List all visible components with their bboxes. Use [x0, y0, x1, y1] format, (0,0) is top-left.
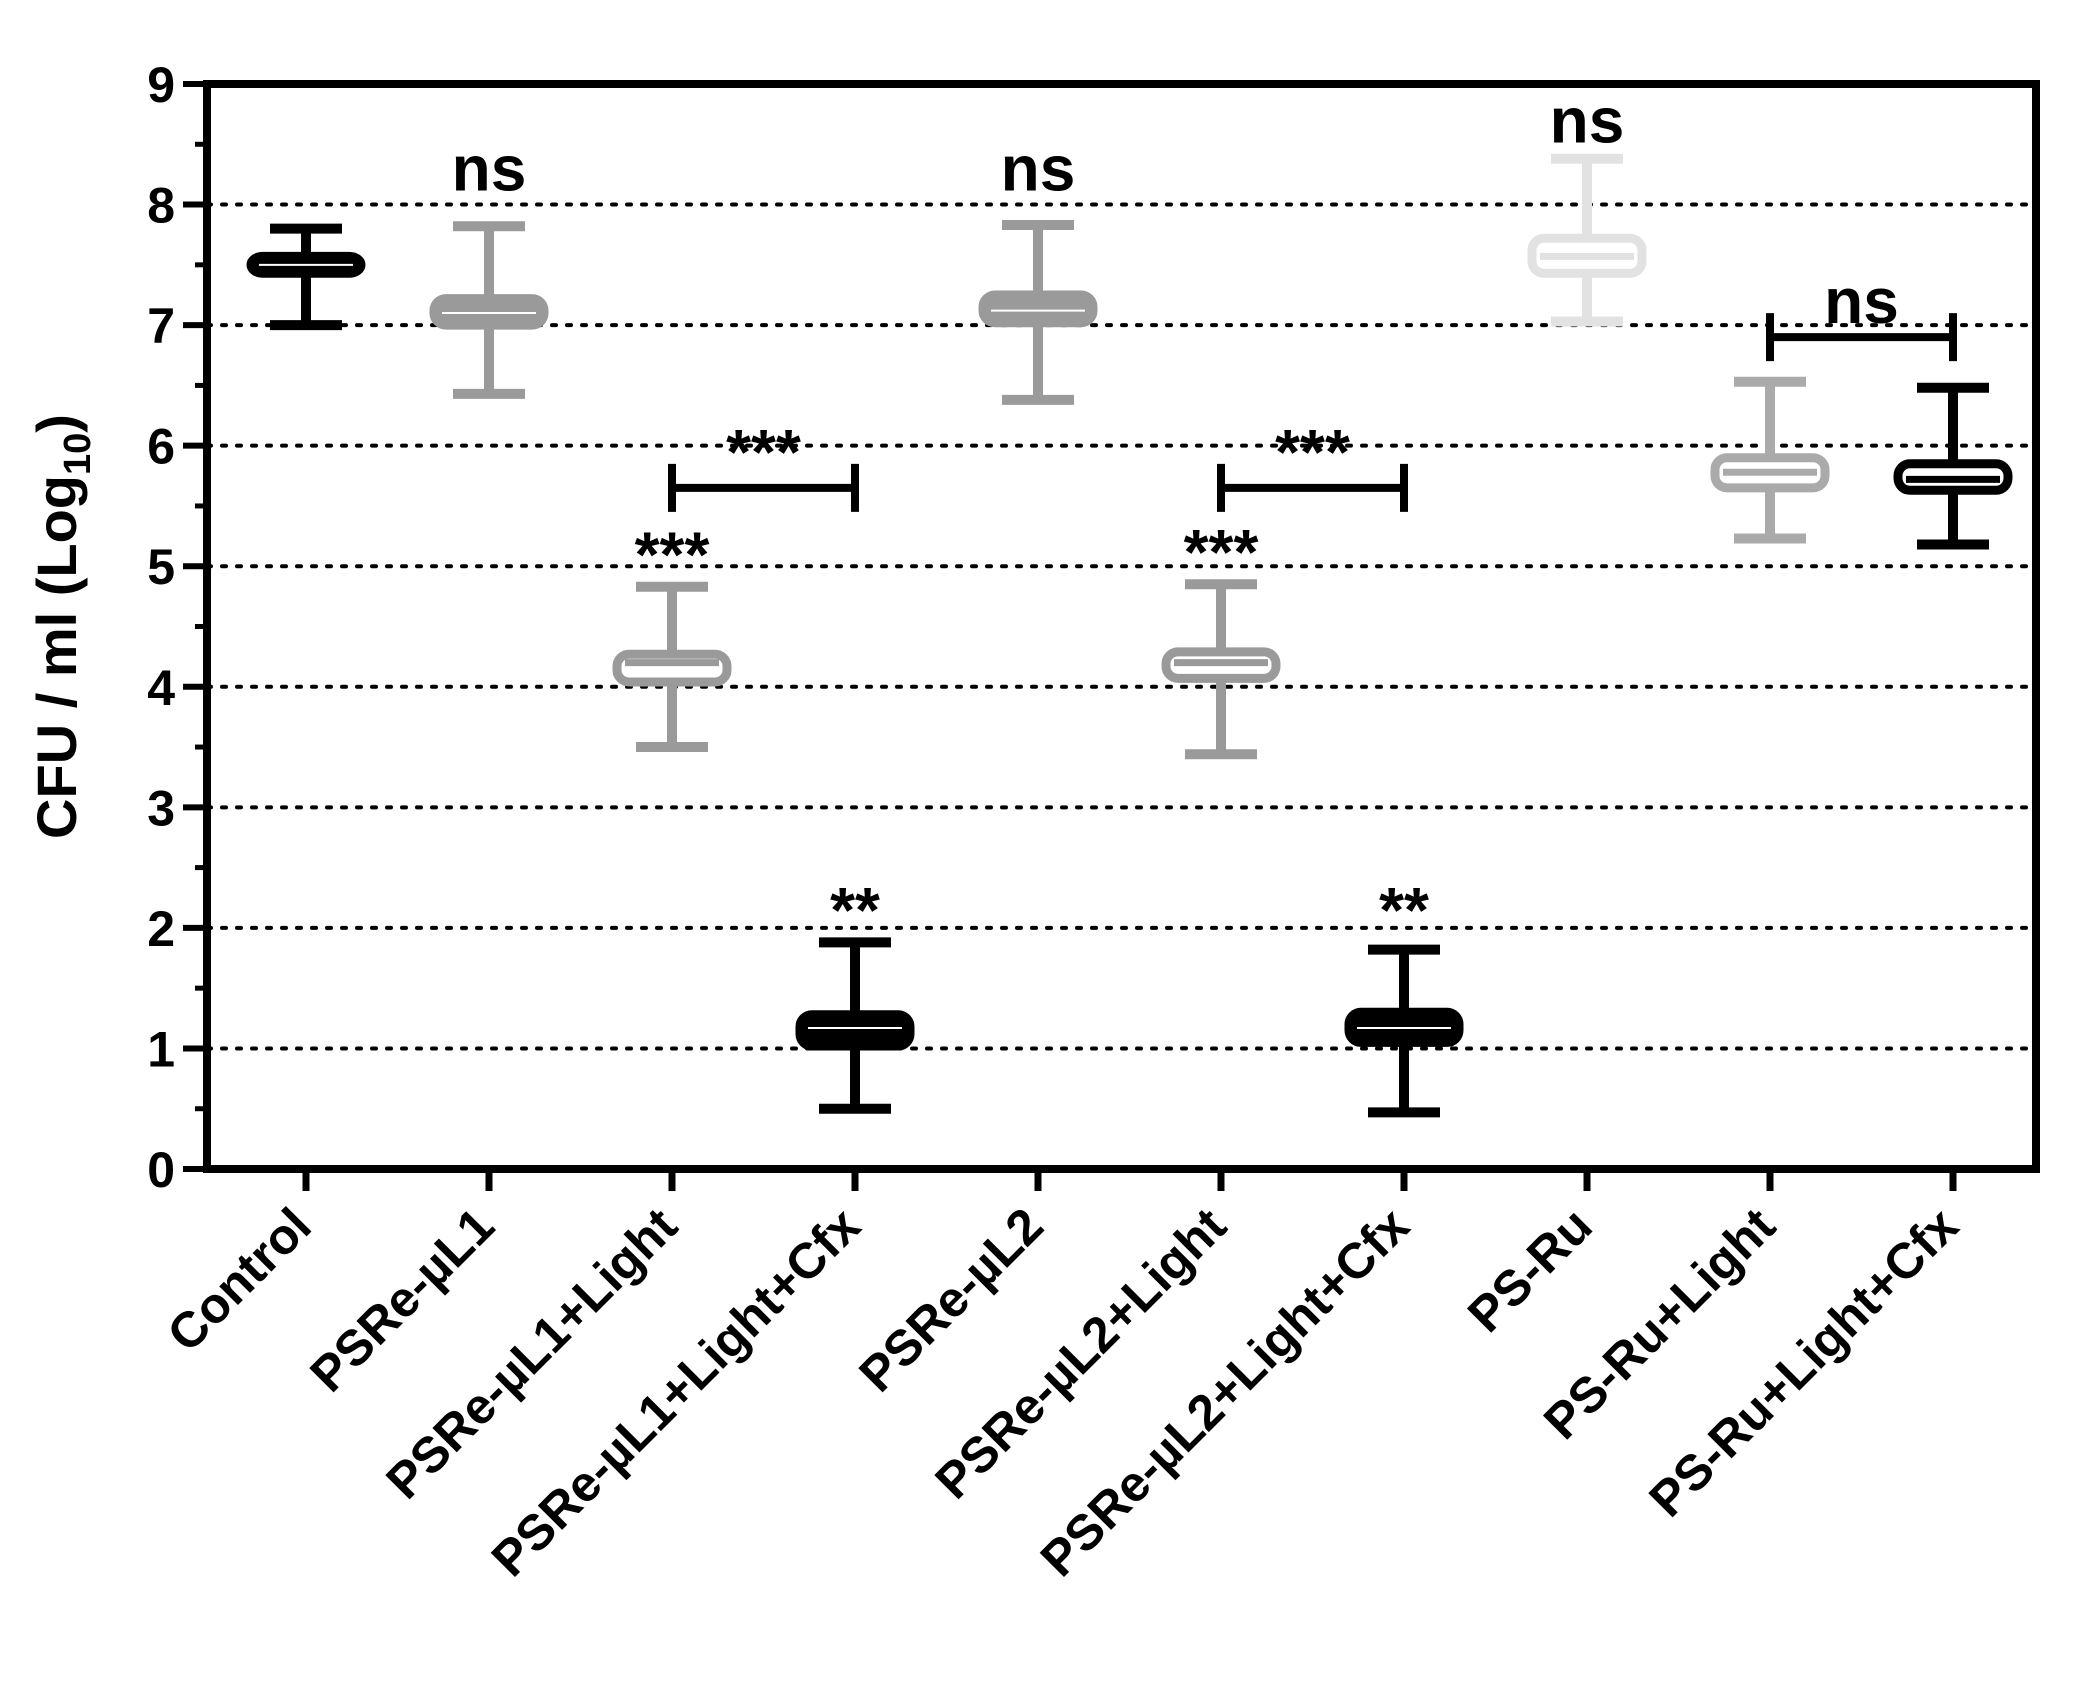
y-axis-title-subscript: 10 [57, 433, 99, 475]
significance-label-3: ** [830, 874, 880, 946]
significance-label-6: ** [1379, 874, 1429, 946]
box-iqr [429, 294, 549, 330]
box-3 [612, 581, 732, 753]
y-tick-label-3: 3 [147, 780, 175, 836]
y-tick-label-4: 4 [147, 660, 175, 716]
box-8 [1527, 153, 1647, 327]
bracket-2: *** [1217, 416, 1408, 512]
y-tick-label-7: 7 [147, 298, 175, 354]
box-iqr [978, 290, 1098, 328]
x-category-label-8: PS-Ru [1457, 1197, 1603, 1343]
significance-label-2: *** [635, 518, 710, 590]
y-tick-label-9: 9 [147, 57, 175, 113]
bracket-label: *** [726, 416, 801, 488]
box-iqr [612, 649, 732, 687]
y-tick-label-8: 8 [147, 178, 175, 234]
significance-annotations: ns*****ns*****ns [452, 84, 1625, 946]
box-iqr [795, 1010, 915, 1051]
y-tick-label-5: 5 [147, 539, 175, 595]
box-10 [1893, 382, 2013, 550]
significance-label-1: ns [452, 133, 527, 205]
box-1 [246, 223, 366, 331]
bracket-1: *** [668, 416, 859, 512]
box-4 [795, 937, 915, 1114]
significance-label-5: *** [1184, 516, 1259, 588]
x-axis: ControlPSRe-µL1PSRe-µL1+LightPSRe-µL1+Li… [157, 1169, 1969, 1587]
box-7 [1344, 944, 1464, 1118]
bracket-3: ns [1766, 265, 1957, 362]
y-tick-label-1: 1 [147, 1021, 175, 1077]
x-category-label-10: PS-Ru+Light+Cfx [1638, 1197, 1968, 1527]
x-category-label-4: PSRe-µL1+Light+Cfx [481, 1197, 871, 1587]
x-category-label-1: Control [157, 1197, 322, 1362]
y-axis-title: CFU / ml (Log10) [25, 414, 99, 839]
box-2 [429, 221, 549, 399]
significance-label-4: ns [1001, 133, 1076, 205]
y-tick-label-0: 0 [147, 1142, 175, 1198]
bracket-label: ns [1824, 265, 1899, 337]
y-tick-label-6: 6 [147, 419, 175, 475]
gridlines [205, 202, 2038, 1051]
y-axis-title-main: CFU / ml (Log [25, 475, 88, 839]
y-axis: 0 1 2 3 4 5 6 7 8 9 [147, 57, 207, 1198]
x-category-label-7: PSRe-µL2+Light+Cfx [1030, 1197, 1420, 1587]
significance-label-7: ns [1550, 84, 1625, 156]
box-series [246, 153, 2013, 1118]
y-tick-label-2: 2 [147, 901, 175, 957]
significance-brackets: *** *** ns [668, 265, 1957, 512]
plot-frame [203, 80, 2040, 1173]
box-5 [978, 220, 1098, 405]
box-6 [1161, 579, 1281, 760]
box-9 [1710, 376, 1830, 544]
bracket-label: *** [1275, 416, 1350, 488]
y-axis-title-close: ) [25, 414, 88, 433]
